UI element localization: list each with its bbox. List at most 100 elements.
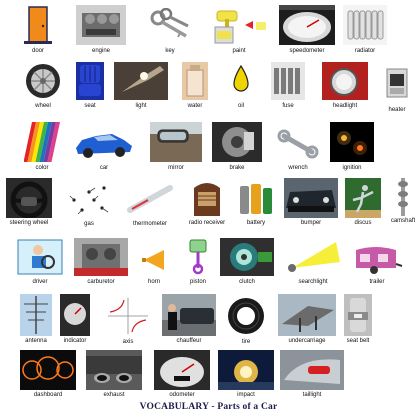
seat-label: seat: [84, 103, 96, 109]
brake-label: brake: [229, 165, 245, 171]
vocab-carburetor: carburetor: [74, 238, 128, 285]
odometer-label: odometer: [169, 392, 195, 398]
clutch-label: clutch: [239, 279, 255, 285]
light-image: [114, 62, 168, 100]
tire-image: [226, 296, 266, 336]
vocab-bumper: bumper: [284, 178, 338, 226]
clutch-image: [220, 238, 274, 276]
wheel-label: wheel: [35, 103, 51, 109]
vocab-searchlight: searchlight: [284, 238, 342, 285]
vocab-exhaust: exhaust: [86, 350, 142, 398]
steering-wheel-image: [6, 178, 52, 218]
speedometer-image: [279, 5, 335, 45]
vocab-ignition: ignition: [330, 122, 374, 171]
radiator-image: [343, 5, 387, 45]
vocab-seat: seat: [76, 62, 104, 109]
door-image: [20, 5, 56, 45]
vocab-wrench: wrench: [276, 126, 320, 171]
headlight-image: [322, 62, 368, 100]
gas-label: gas: [84, 221, 94, 227]
vocab-radio-receiver: radio receiver: [188, 178, 226, 226]
car-label: car: [99, 165, 109, 171]
seat-belt-image: [344, 294, 372, 336]
vocab-axis: axis: [106, 296, 150, 345]
vocab-chauffeur: chauffeur: [162, 294, 216, 344]
chauffeur-image: [162, 294, 216, 336]
page-title: VOCABULARY - Parts of a Car: [139, 402, 278, 412]
vocab-camshaft: camshaft: [391, 176, 415, 224]
trailer-label: trailer: [369, 279, 385, 285]
light-label: light: [135, 103, 147, 109]
vocab-battery: battery: [236, 178, 276, 226]
oil-image: [228, 62, 254, 100]
discus-image: [345, 178, 381, 218]
battery-image: [236, 178, 276, 218]
chauffeur-label: chauffeur: [176, 338, 202, 344]
antenna-image: [20, 294, 52, 336]
water-label: water: [187, 103, 203, 109]
color-image: [24, 122, 60, 162]
undercarriage-label: undercarriage: [288, 338, 326, 344]
gas-image: [64, 180, 114, 218]
wheel-image: [24, 62, 62, 100]
battery-label: battery: [246, 220, 266, 226]
seat-image: [76, 62, 104, 100]
headlight-label: headlight: [332, 103, 358, 109]
taillight-label: taillight: [302, 392, 322, 398]
dashboard-label: dashboard: [33, 392, 63, 398]
piston-image: [182, 238, 214, 276]
axis-image: [106, 296, 150, 336]
vocab-horn: horn: [140, 244, 168, 285]
vocab-discus: discus: [345, 178, 381, 226]
vocab-clutch: clutch: [220, 238, 274, 285]
vocab-indicator: indicator: [60, 294, 90, 344]
vocab-headlight: headlight: [322, 62, 368, 109]
ignition-label: ignition: [342, 165, 362, 171]
car-image: [72, 124, 136, 162]
radiator-label: radiator: [354, 48, 376, 54]
fuse-label: fuse: [282, 103, 294, 109]
vocab-car: car: [72, 124, 136, 171]
vocab-tire: tire: [226, 296, 266, 345]
searchlight-label: searchlight: [298, 279, 328, 285]
odometer-image: [154, 350, 210, 390]
indicator-label: indicator: [63, 338, 87, 344]
tire-label: tire: [241, 339, 251, 345]
seat-belt-label: seat belt: [346, 338, 370, 344]
bumper-image: [284, 178, 338, 218]
vocab-door: door: [20, 5, 56, 54]
vocab-radiator: radiator: [343, 5, 387, 54]
vocab-odometer: odometer: [154, 350, 210, 398]
radio-receiver-image: [188, 178, 226, 218]
brake-image: [212, 122, 262, 162]
axis-label: axis: [122, 339, 134, 345]
vocab-light: light: [114, 62, 168, 109]
vocab-key: key: [146, 8, 194, 54]
carburetor-label: carburetor: [87, 279, 115, 285]
driver-label: driver: [32, 279, 48, 285]
thermometer-image: [122, 180, 178, 218]
vocab-taillight: taillight: [280, 350, 344, 398]
discus-label: discus: [354, 220, 372, 226]
indicator-image: [60, 294, 90, 336]
key-image: [146, 8, 194, 44]
vocab-oil: oil: [228, 62, 254, 109]
radio-receiver-label: radio receiver: [188, 220, 226, 226]
vocab-piston: piston: [182, 238, 214, 285]
impact-label: impact: [237, 392, 255, 398]
color-label: color: [35, 165, 49, 171]
key-label: key: [165, 48, 175, 54]
vocab-heater: heater: [384, 66, 410, 113]
driver-image: [16, 238, 64, 276]
paint-label: paint: [232, 48, 246, 54]
heater-image: [384, 66, 410, 100]
camshaft-label: camshaft: [390, 218, 416, 224]
piston-label: piston: [189, 279, 206, 285]
vocab-impact: impact: [218, 350, 274, 398]
vocab-speedometer: speedometer: [279, 5, 335, 54]
mirror-image: [150, 122, 202, 162]
horn-image: [140, 244, 168, 276]
vocab-gas: gas: [64, 180, 114, 227]
vocab-undercarriage: undercarriage: [278, 294, 336, 344]
vocab-fuse: fuse: [271, 62, 305, 109]
